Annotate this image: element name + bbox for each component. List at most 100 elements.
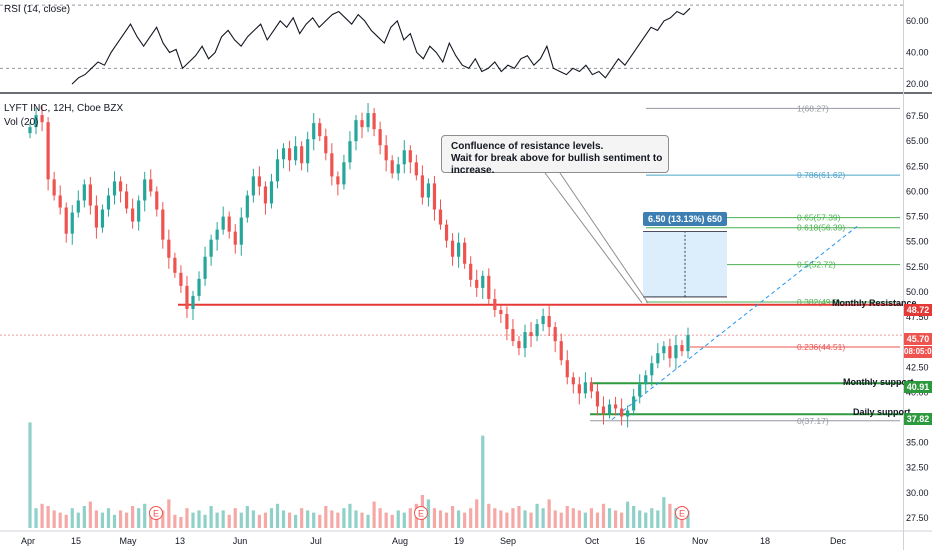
volume-bar (70, 508, 74, 528)
candle-body (529, 332, 533, 337)
daily-support-tag: 37.82 (904, 413, 932, 425)
time-tick-label-7: 19 (454, 536, 464, 546)
candle-body (227, 216, 231, 232)
time-tick-label-1: 15 (71, 536, 81, 546)
volume-bar (559, 512, 563, 528)
candle-body (613, 404, 618, 409)
candle-body (619, 408, 624, 417)
candle-body (390, 160, 394, 174)
callout-pointer-right (559, 172, 649, 304)
candle-body (118, 181, 123, 192)
monthly-support-tag: 40.91 (904, 381, 932, 393)
volume-bar (34, 508, 38, 528)
volume-bar (444, 512, 449, 528)
volume-bar (426, 499, 431, 528)
candle-body (76, 200, 80, 213)
candle-body (287, 148, 292, 161)
price-tick-label-6: 52.50 (906, 262, 929, 272)
candle-body (70, 212, 74, 234)
candle-body (414, 162, 418, 176)
volume-bar (209, 506, 213, 528)
price-tick-label-3: 60.00 (906, 186, 929, 196)
annotation-line-1: Confluence of resistance levels. (451, 141, 604, 152)
candle-body (469, 263, 473, 280)
candle-body (396, 164, 400, 174)
volume-bar (173, 514, 177, 528)
fib-label-0.382: 0.382(49.0) (797, 297, 841, 307)
candle-body (269, 181, 274, 204)
fib-label-0.786: 0.786(61.62) (797, 170, 845, 180)
trend-line (611, 225, 859, 420)
volume-bar (535, 503, 539, 528)
candle-body (644, 375, 648, 385)
candle-body (565, 360, 569, 378)
volume-bar (88, 501, 92, 528)
volume-bar (686, 510, 690, 528)
volume-bar (143, 503, 147, 528)
volume-bar (251, 510, 255, 528)
candle-body (342, 162, 346, 185)
volume-bar (469, 508, 473, 528)
candle-body (432, 183, 437, 210)
volume-bar (360, 512, 364, 528)
candle-body (28, 127, 32, 134)
volume-bar (137, 508, 141, 528)
price-tick-label-16: 27.50 (906, 513, 929, 523)
volume-bar (149, 510, 153, 528)
candle-body (481, 275, 485, 288)
volume-bar (221, 510, 225, 528)
volume-pane-label: Vol (20) (4, 117, 39, 128)
resistance-price-tag: 48.72 (904, 304, 932, 316)
volume-bar (547, 499, 551, 528)
volume-bar (245, 506, 249, 528)
volume-bar (324, 506, 328, 528)
candle-body (161, 209, 165, 240)
time-tick-label-2: May (119, 536, 137, 546)
candle-body (251, 176, 255, 196)
volume-bar (318, 514, 322, 528)
volume-bar (656, 510, 660, 528)
volume-bar (529, 512, 533, 528)
candle-body (650, 363, 654, 376)
measure-label: 6.50 (13.13%) 650 (643, 212, 727, 226)
volume-bar (76, 512, 80, 528)
price-tick-label-14: 32.50 (906, 463, 929, 473)
volume-bar (155, 512, 159, 528)
time-tick-label-3: 13 (175, 536, 185, 546)
volume-bar (287, 512, 292, 528)
volume-bar (493, 508, 497, 528)
volume-bar (384, 512, 388, 528)
volume-bar (390, 514, 394, 528)
candle-body (493, 298, 497, 310)
rsi-tick-label-1: 40.00 (906, 48, 929, 58)
candle-body (680, 345, 684, 352)
candle-body (100, 209, 105, 228)
volume-bar (589, 508, 594, 528)
volume-bar (674, 508, 678, 528)
volume-bar (227, 514, 231, 528)
candle-body (662, 346, 666, 354)
annotation-callout[interactable]: Confluence of resistance levels. Wait fo… (441, 135, 669, 176)
candle-body (179, 272, 183, 286)
candle-body (46, 122, 50, 180)
earnings-marker-1 (414, 506, 428, 520)
candle-body (450, 240, 455, 257)
time-tick-label-8: Sep (500, 536, 516, 546)
volume-bar (167, 499, 171, 528)
volume-bar (275, 503, 280, 528)
volume-bar (118, 510, 123, 528)
candle-body (348, 141, 352, 163)
candle-body (372, 113, 376, 130)
candle-body (245, 195, 249, 218)
volume-bar (378, 508, 382, 528)
candle-body (330, 153, 334, 177)
price-tick-label-15: 30.00 (906, 488, 929, 498)
volume-bar (300, 508, 304, 528)
volume-bar (52, 510, 56, 528)
volume-bar (112, 514, 117, 528)
candle-body (221, 216, 225, 230)
volume-bar (607, 508, 612, 528)
price-tick-label-5: 55.00 (906, 237, 929, 247)
candle-body (306, 139, 310, 164)
